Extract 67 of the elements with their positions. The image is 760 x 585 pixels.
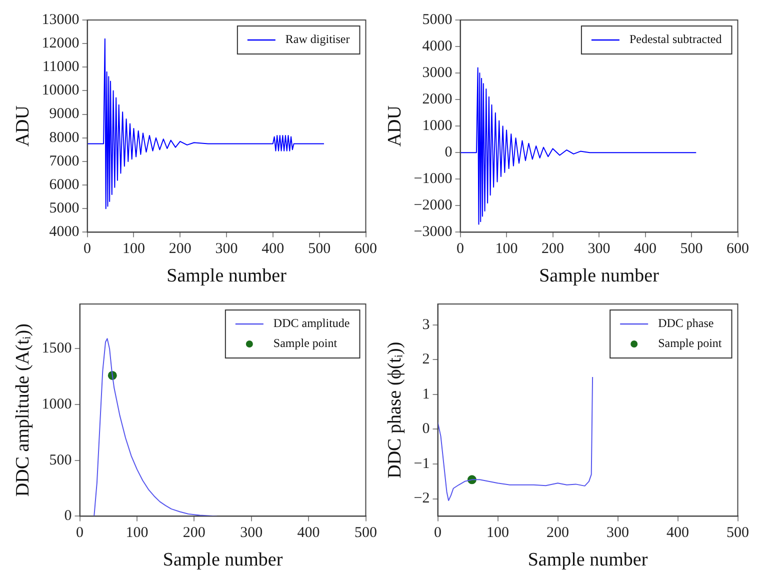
legend-label: Raw digitiser bbox=[285, 32, 350, 46]
x-tick-label: 300 bbox=[588, 241, 610, 258]
y-tick-label: −3000 bbox=[414, 224, 452, 240]
x-tick-label: 100 bbox=[495, 241, 518, 258]
x-tick-label: 200 bbox=[182, 525, 206, 542]
y-axis-title: ADU bbox=[12, 105, 34, 147]
y-tick-label: −2 bbox=[414, 490, 430, 507]
y-tick-label: 8000 bbox=[49, 130, 80, 146]
y-tick-label: 0 bbox=[422, 421, 430, 438]
y-tick-label: 10000 bbox=[42, 82, 80, 99]
y-tick-label: 1 bbox=[422, 386, 430, 402]
y-tick-label: 1000 bbox=[42, 396, 72, 412]
y-tick-label: 9000 bbox=[49, 106, 80, 122]
y-tick-label: 7000 bbox=[49, 153, 80, 170]
y-tick-label: 3000 bbox=[422, 64, 452, 81]
y-axis-title: DDC phase (ϕ(tᵢ)) bbox=[384, 342, 406, 478]
y-tick-label: 3 bbox=[422, 316, 430, 333]
y-axis-title: DDC amplitude (A(tᵢ)) bbox=[12, 324, 34, 497]
x-axis-title: Sample number bbox=[166, 266, 288, 287]
y-tick-label: 1500 bbox=[42, 340, 72, 357]
x-tick-label: 0 bbox=[456, 241, 464, 258]
x-tick-label: 400 bbox=[666, 525, 689, 542]
y-axis-title: ADU bbox=[384, 105, 406, 147]
x-tick-label: 400 bbox=[262, 241, 284, 258]
x-tick-label: 500 bbox=[308, 241, 331, 258]
y-tick-label: 6000 bbox=[49, 176, 80, 193]
y-tick-label: 2000 bbox=[422, 92, 452, 108]
legend-label: Sample point bbox=[658, 336, 722, 350]
y-tick-label: 2 bbox=[422, 352, 430, 368]
y-tick-label: 11000 bbox=[42, 59, 80, 76]
legend-label: Pedestal subtracted bbox=[629, 32, 722, 46]
x-tick-label: 100 bbox=[486, 525, 510, 542]
y-tick-label: 4000 bbox=[422, 38, 452, 54]
y-tick-label: −1000 bbox=[414, 171, 452, 188]
x-tick-label: 500 bbox=[680, 241, 703, 258]
y-tick-label: 500 bbox=[49, 452, 72, 468]
y-tick-label: 12000 bbox=[42, 36, 80, 52]
x-tick-label: 300 bbox=[215, 241, 238, 258]
x-tick-label: 300 bbox=[240, 525, 263, 542]
y-tick-label: 5000 bbox=[422, 12, 452, 28]
x-axis-title: Sample number bbox=[539, 266, 660, 287]
x-tick-label: 500 bbox=[354, 525, 377, 542]
x-tick-label: 100 bbox=[122, 241, 145, 258]
x-tick-label: 300 bbox=[606, 525, 630, 542]
x-axis-title: Sample number bbox=[528, 550, 648, 571]
x-tick-label: 100 bbox=[126, 525, 148, 542]
y-tick-label: −1 bbox=[414, 456, 430, 472]
x-tick-label: 500 bbox=[726, 525, 749, 542]
y-tick-label: 0 bbox=[64, 508, 72, 524]
y-tick-label: −2000 bbox=[414, 198, 452, 214]
y-tick-label: 13000 bbox=[42, 12, 80, 28]
x-axis-title: Sample number bbox=[162, 550, 284, 571]
x-tick-label: 600 bbox=[354, 241, 377, 258]
legend-label: Sample point bbox=[273, 336, 338, 350]
legend-label: DDC amplitude bbox=[273, 316, 350, 330]
x-tick-label: 0 bbox=[84, 241, 92, 258]
x-tick-label: 200 bbox=[168, 241, 192, 258]
y-tick-label: 1000 bbox=[422, 118, 452, 134]
x-tick-label: 400 bbox=[634, 241, 657, 258]
x-tick-label: 200 bbox=[546, 525, 570, 542]
y-tick-label: 4000 bbox=[49, 224, 80, 240]
x-tick-label: 400 bbox=[297, 525, 320, 542]
x-tick-label: 200 bbox=[542, 241, 564, 258]
y-tick-label: 5000 bbox=[49, 200, 80, 217]
legend-label: DDC phase bbox=[658, 316, 714, 330]
x-tick-label: 600 bbox=[726, 241, 749, 258]
y-tick-label: 0 bbox=[444, 144, 452, 161]
